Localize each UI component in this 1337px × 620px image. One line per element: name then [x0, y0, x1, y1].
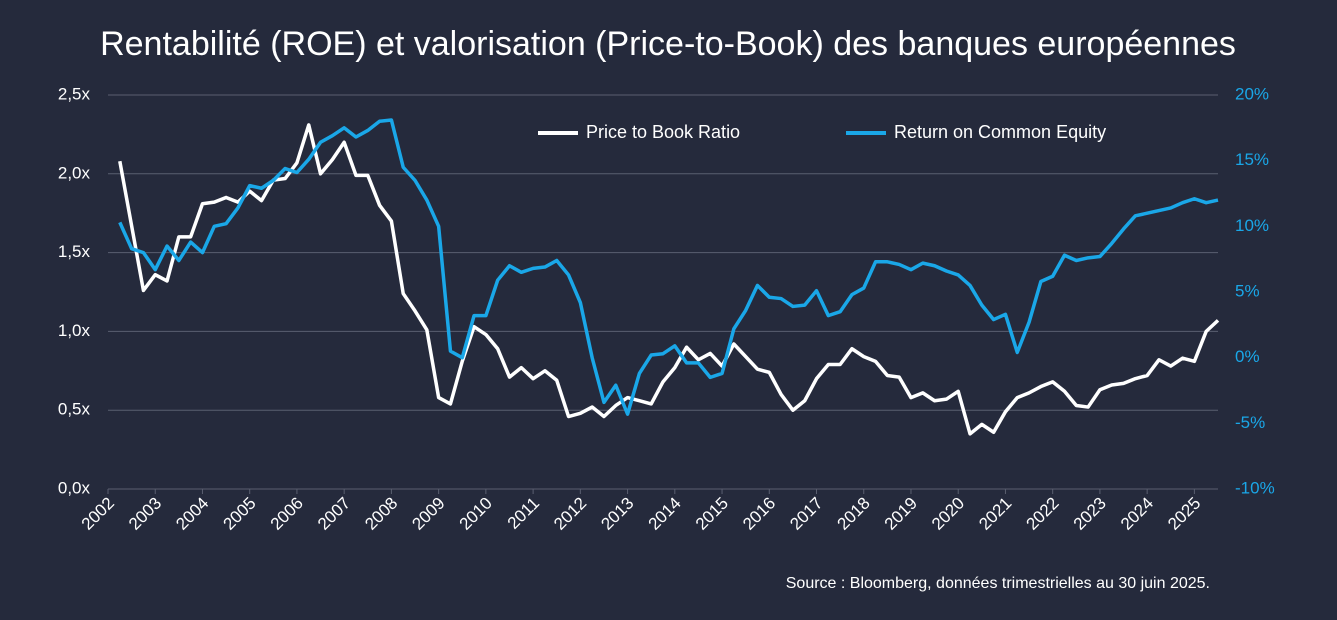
legend-label: Return on Common Equity	[894, 122, 1106, 142]
y-tick-label: 0,5x	[58, 400, 91, 419]
y2-tick-label: 0%	[1235, 347, 1260, 366]
y2-tick-label: -5%	[1235, 413, 1265, 432]
y-tick-label: 2,0x	[58, 163, 91, 182]
series-line	[118, 123, 1220, 436]
y2-tick-label: 10%	[1235, 216, 1269, 235]
y2-tick-label: 15%	[1235, 150, 1269, 169]
y-tick-label: 1,0x	[58, 321, 91, 340]
legend-label: Price to Book Ratio	[586, 122, 740, 142]
y-tick-label: 0,0x	[58, 478, 91, 497]
series-line	[118, 118, 1219, 416]
source-note: Source : Bloomberg, données trimestriell…	[786, 575, 1210, 592]
chart-title: Rentabilité (ROE) et valorisation (Price…	[100, 25, 1236, 63]
y-tick-label: 1,5x	[58, 242, 91, 261]
y2-tick-label: 5%	[1235, 281, 1260, 300]
y2-tick-label: -10%	[1235, 478, 1275, 497]
y-tick-label: 2,5x	[58, 84, 91, 103]
y2-tick-label: 20%	[1235, 84, 1269, 103]
